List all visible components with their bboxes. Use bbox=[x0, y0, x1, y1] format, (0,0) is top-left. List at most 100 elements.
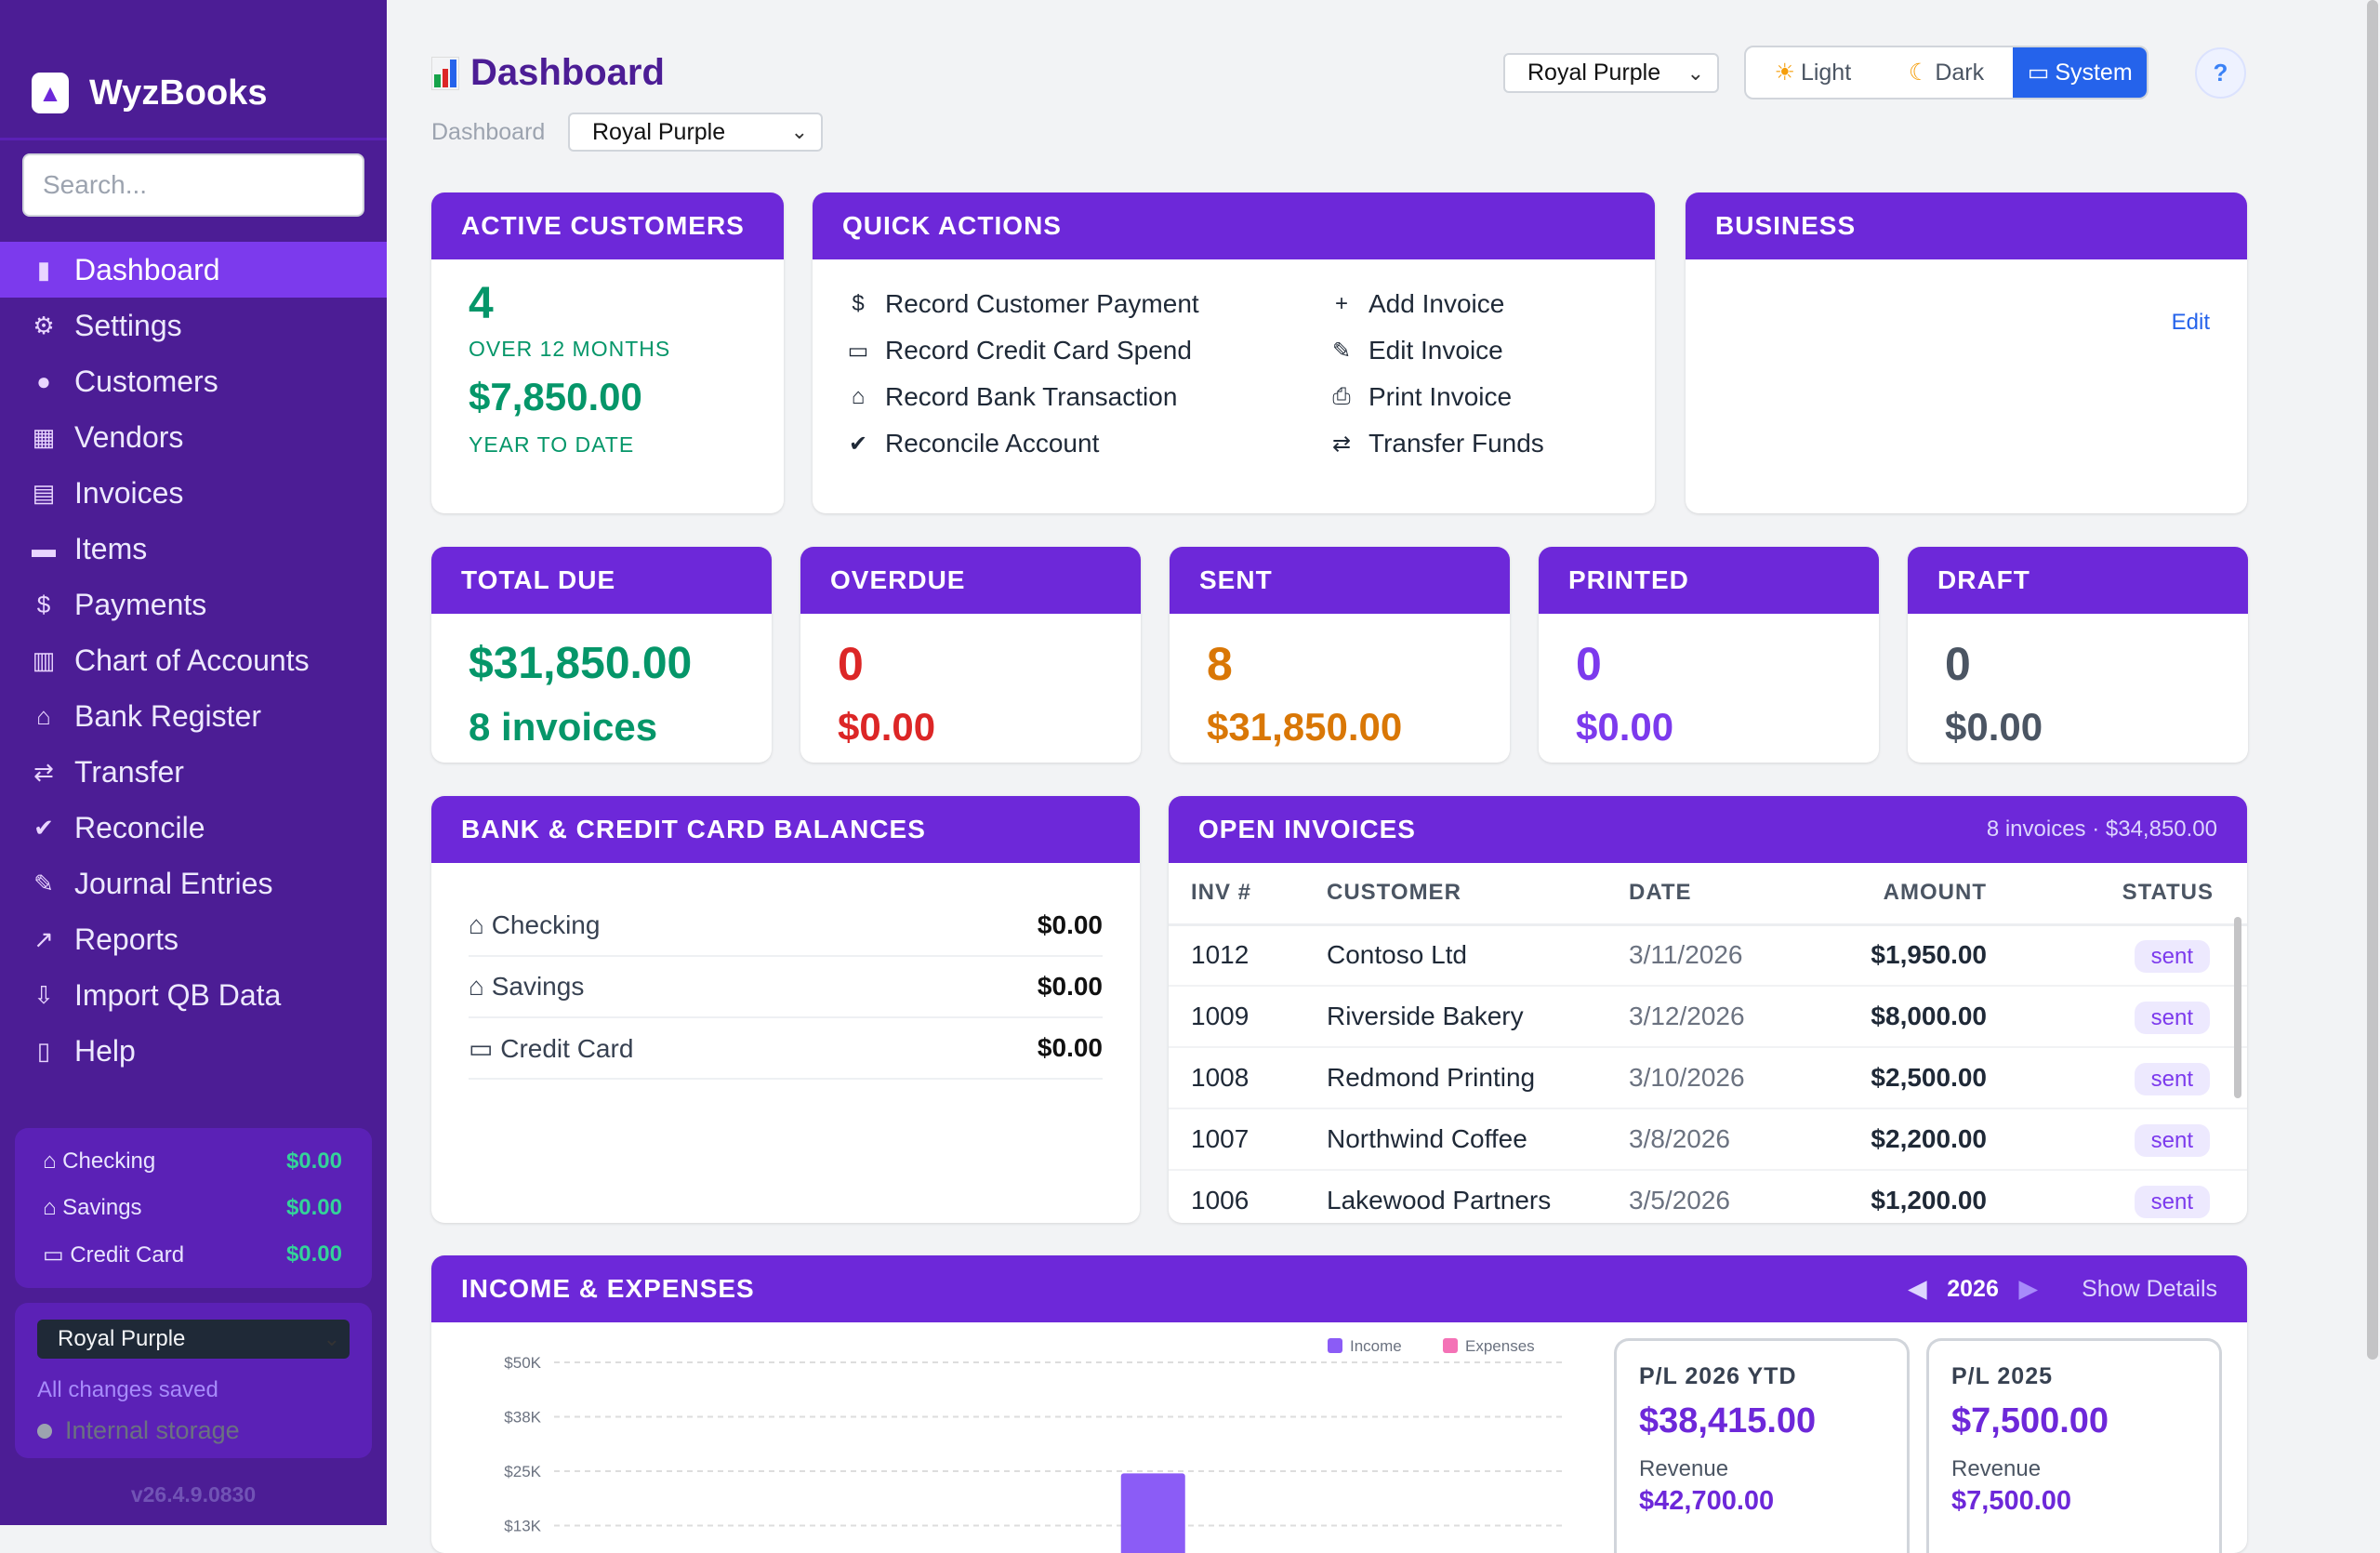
sidebar-item-vendors[interactable]: ▦ Vendors bbox=[0, 409, 387, 465]
money-bag-icon: $ bbox=[852, 291, 865, 316]
column-header[interactable]: STATUS bbox=[2052, 863, 2247, 926]
building-icon: ▦ bbox=[32, 422, 56, 451]
quick-action-label: Record Credit Card Spend bbox=[885, 336, 1192, 365]
sidebar-item-reconcile[interactable]: ✔ Reconcile bbox=[0, 800, 387, 856]
sidebar-item-chart-of-accounts[interactable]: ▥ Chart of Accounts bbox=[0, 632, 387, 688]
mode-label: System bbox=[2055, 59, 2133, 86]
column-header[interactable]: INV # bbox=[1169, 863, 1327, 926]
bank-row[interactable]: ⌂ Checking $0.00 bbox=[469, 896, 1103, 957]
quick-action-print-invoice[interactable]: ⎙ Print Invoice bbox=[1328, 382, 1655, 412]
pencil-icon: ✎ bbox=[1331, 338, 1352, 364]
sidebar-balance-row[interactable]: ▭ Credit Card $0.00 bbox=[15, 1231, 372, 1278]
table-scrollbar[interactable] bbox=[2234, 917, 2241, 1098]
chevron-down-icon: ⌄ bbox=[323, 1327, 340, 1350]
stat-count: 0 bbox=[838, 638, 864, 690]
bank-label-wrap: ▭ Credit Card bbox=[469, 1033, 633, 1064]
stat-card-overdue[interactable]: OVERDUE 0 $0.00 bbox=[800, 547, 1141, 763]
quick-action-reconcile-account[interactable]: ✔ Reconcile Account bbox=[844, 429, 1328, 458]
balance-label: Savings bbox=[62, 1195, 142, 1220]
sidebar-balance-row[interactable]: ⌂ Savings $0.00 bbox=[15, 1185, 372, 1231]
sidebar-item-items[interactable]: ▬ Items bbox=[0, 521, 387, 577]
pl-value: $38,415.00 bbox=[1639, 1401, 1817, 1440]
next-year-icon[interactable]: ▶ bbox=[2018, 1276, 2038, 1302]
search-input[interactable] bbox=[22, 153, 364, 217]
sidebar-item-import-qb-data[interactable]: ⇩ Import QB Data bbox=[0, 967, 387, 1023]
sidebar-item-customers[interactable]: ● Customers bbox=[0, 353, 387, 409]
theme-select[interactable]: Royal Purple ⌄ bbox=[37, 1320, 350, 1359]
invoice-number: 1007 bbox=[1169, 1108, 1327, 1171]
y-tick-label: $25K bbox=[504, 1463, 541, 1480]
invoice-number: 1006 bbox=[1169, 1170, 1327, 1223]
sidebar-balance-row[interactable]: ⌂ Checking $0.00 bbox=[15, 1138, 372, 1185]
quick-action-add-invoice[interactable]: + Add Invoice bbox=[1328, 289, 1655, 319]
stat-card-total-due[interactable]: TOTAL DUE $31,850.00 8 invoices bbox=[431, 547, 772, 763]
stat-card-draft[interactable]: DRAFT 0 $0.00 bbox=[1908, 547, 2248, 763]
invoice-amount: $2,500.00 bbox=[1847, 1047, 2052, 1109]
mode-label: Dark bbox=[1935, 59, 1985, 86]
mode-system-button[interactable]: ▭ System bbox=[2013, 47, 2147, 98]
ytd-amount: $7,850.00 bbox=[469, 375, 642, 418]
help-button[interactable]: ? bbox=[2195, 47, 2246, 99]
chevron-down-icon: ⌄ bbox=[790, 120, 808, 143]
invoice-date: 3/10/2026 bbox=[1629, 1047, 1847, 1109]
mode-dark-button[interactable]: ☾ Dark bbox=[1880, 47, 2014, 98]
show-details-button[interactable]: Show Details bbox=[2082, 1275, 2217, 1302]
mode-light-button[interactable]: ☀ Light bbox=[1746, 47, 1880, 98]
app-version: v26.4.9.0830 bbox=[130, 1482, 257, 1507]
invoice-status: sent bbox=[2052, 924, 2247, 987]
table-row[interactable]: 1009 Riverside Bakery 3/12/2026 $8,000.00 se… bbox=[1169, 986, 2247, 1048]
balance-label: Credit Card bbox=[70, 1241, 185, 1268]
column-header[interactable]: AMOUNT bbox=[1847, 863, 2052, 926]
sidebar-item-settings[interactable]: ⚙ Settings bbox=[0, 298, 387, 353]
stat-count: 0 bbox=[1576, 638, 1602, 690]
sidebar-item-journal-entries[interactable]: ✎ Journal Entries bbox=[0, 856, 387, 911]
quick-action-edit-invoice[interactable]: ✎ Edit Invoice bbox=[1328, 336, 1655, 365]
quick-action-record-bank-transaction[interactable]: ⌂ Record Bank Transaction bbox=[844, 382, 1328, 412]
quick-action-record-customer-payment[interactable]: $ Record Customer Payment bbox=[844, 289, 1328, 319]
income-expenses-card: INCOME & EXPENSES ◀ 2026 ▶ Show Details … bbox=[431, 1255, 2247, 1553]
sidebar-item-payments[interactable]: $ Payments bbox=[0, 577, 387, 632]
quick-action-transfer-funds[interactable]: ⇄ Transfer Funds bbox=[1328, 429, 1655, 458]
table-row[interactable]: 1008 Redmond Printing 3/10/2026 $2,500.00 se… bbox=[1169, 1047, 2247, 1109]
invoice-amount: $8,000.00 bbox=[1847, 986, 2052, 1048]
palette-select[interactable]: Royal Purple ⌄ bbox=[1503, 53, 1719, 93]
sidebar-item-dashboard[interactable]: ▮ Dashboard bbox=[0, 242, 387, 298]
sidebar-item-reports[interactable]: ↗ Reports bbox=[0, 911, 387, 967]
quick-action-label: Record Bank Transaction bbox=[885, 382, 1178, 411]
quick-action-record-credit-card-spend[interactable]: ▭ Record Credit Card Spend bbox=[844, 336, 1328, 365]
sidebar-item-label: Journal Entries bbox=[74, 866, 273, 900]
table-row[interactable]: 1007 Northwind Coffee 3/8/2026 $2,200.00 sen… bbox=[1169, 1108, 2247, 1171]
sidebar-item-bank-register[interactable]: ⌂ Bank Register bbox=[0, 688, 387, 744]
stat-card-sent[interactable]: SENT 8 $31,850.00 bbox=[1170, 547, 1510, 763]
breadcrumb: Dashboard bbox=[431, 119, 546, 145]
column-header[interactable]: CUSTOMER bbox=[1327, 863, 1629, 926]
balance-value: $0.00 bbox=[285, 1148, 342, 1174]
column-header[interactable]: DATE bbox=[1629, 863, 1847, 926]
table-row[interactable]: 1006 Lakewood Partners 3/5/2026 $1,200.00 se… bbox=[1169, 1170, 2247, 1223]
sidebar-theme-panel: Royal Purple ⌄ All changes saved Internal… bbox=[15, 1303, 372, 1458]
page-scrollbar-thumb[interactable] bbox=[2367, 0, 2378, 1360]
active-customers-card: ACTIVE CUSTOMERS 4 OVER 12 MONTHS $7,850… bbox=[431, 192, 784, 513]
table-row[interactable]: 1012 Contoso Ltd 3/11/2026 $1,950.00 sent bbox=[1169, 924, 2247, 987]
bank-row[interactable]: ⌂ Savings $0.00 bbox=[469, 957, 1103, 1018]
sidebar-item-transfer[interactable]: ⇄ Transfer bbox=[0, 744, 387, 800]
pl-card-prior: P/L 2025 $7,500.00 Revenue $7,500.00 bbox=[1926, 1338, 2222, 1553]
customer-name: Contoso Ltd bbox=[1327, 924, 1629, 987]
card-header: ACTIVE CUSTOMERS bbox=[431, 192, 784, 259]
gear-icon: ⚙ bbox=[33, 311, 55, 339]
storage-indicator: Internal storage bbox=[37, 1416, 372, 1445]
theme-select-secondary[interactable]: Royal Purple ⌄ bbox=[568, 113, 823, 152]
chevron-down-icon: ⌄ bbox=[1686, 60, 1704, 85]
sidebar-item-label: Settings bbox=[74, 308, 182, 342]
invoice-number: 1012 bbox=[1169, 924, 1327, 987]
sidebar-item-invoices[interactable]: ▤ Invoices bbox=[0, 465, 387, 521]
edit-business-link[interactable]: Edit bbox=[2171, 310, 2210, 335]
prev-year-icon[interactable]: ◀ bbox=[1909, 1276, 1927, 1302]
quick-action-label: Transfer Funds bbox=[1368, 429, 1544, 458]
sidebar-item-label: Reconcile bbox=[74, 810, 205, 844]
stat-card-printed[interactable]: PRINTED 0 $0.00 bbox=[1539, 547, 1879, 763]
app-name: WyzBooks bbox=[89, 73, 268, 113]
app-logo[interactable]: ▲ WyzBooks bbox=[32, 73, 267, 113]
sidebar-item-help[interactable]: ▯ Help bbox=[0, 1023, 387, 1079]
bank-row[interactable]: ▭ Credit Card $0.00 bbox=[469, 1018, 1103, 1080]
